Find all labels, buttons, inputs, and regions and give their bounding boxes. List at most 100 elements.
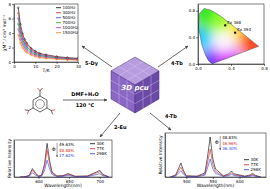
- series-line: [170, 159, 260, 177]
- plot-frame: [165, 133, 266, 177]
- x-axis: 0.00.40.8: [195, 64, 268, 71]
- axis-line: [15, 62, 79, 63]
- legend-swatch: [244, 164, 249, 165]
- cie-gamut: [187, 0, 268, 76]
- tick-label: 30: [76, 64, 82, 69]
- label: Ex 368: [227, 20, 241, 25]
- point: [17, 7, 19, 9]
- point: [39, 57, 41, 59]
- point: [22, 47, 24, 49]
- tick: 700: [96, 177, 104, 184]
- label: 48.88%: [59, 148, 74, 153]
- tick-mark: [196, 11, 198, 12]
- legend-swatch: [56, 12, 61, 13]
- point: [26, 50, 28, 52]
- label: Φ: [215, 139, 219, 145]
- chart: 0.00.40.80.00.40.8Ex 368Ex 394: [187, 0, 268, 76]
- point: [34, 56, 36, 58]
- label: 36.30%: [222, 146, 237, 151]
- legend-swatch: [244, 169, 249, 170]
- tick: 0.4: [228, 64, 235, 71]
- tick: 2: [8, 45, 14, 50]
- label: 120 °C: [76, 102, 95, 108]
- point: [17, 23, 19, 25]
- label: Ex 394: [237, 27, 251, 32]
- tick: 0.4: [189, 35, 198, 40]
- tick-label: 8: [8, 2, 11, 7]
- tick: 0: [8, 60, 14, 65]
- legend-swatch: [56, 27, 61, 28]
- series-line: [18, 35, 78, 60]
- chart: 500550600Wavelength(nm)Relative Intensit…: [158, 133, 267, 188]
- tick-mark: [12, 33, 14, 34]
- legend-swatch: [90, 153, 95, 154]
- tick-label: 0.8: [261, 66, 268, 71]
- label: 46.96%: [222, 141, 237, 146]
- legend-swatch: [90, 148, 95, 149]
- series-line: [18, 29, 78, 59]
- tick-mark: [196, 37, 198, 38]
- arrow: [158, 46, 188, 67]
- point: [224, 24, 226, 26]
- point: [56, 58, 58, 60]
- tick: 6: [8, 16, 14, 21]
- series-line: [18, 13, 78, 59]
- tick-mark: [12, 62, 14, 63]
- label: Relative Intensity: [7, 139, 12, 179]
- label: DMF+H₂O: [71, 91, 98, 97]
- tick-label: 500: [183, 179, 191, 184]
- tick-mark: [196, 64, 198, 65]
- legend-swatch: [56, 17, 61, 18]
- legend-swatch: [244, 159, 249, 160]
- framework-cube: [111, 57, 159, 113]
- label: 3D pcu: [121, 84, 148, 92]
- label: 49.63%: [59, 142, 74, 147]
- cie-locus: [199, 8, 259, 63]
- tick-label: 700: [96, 179, 104, 184]
- tick: 10: [33, 62, 39, 69]
- tick-mark: [12, 4, 14, 5]
- y-axis: 0.00.40.8: [189, 5, 199, 67]
- tick-label: 0: [8, 60, 11, 65]
- plot-area: [20, 143, 109, 177]
- plot-frame: [14, 4, 78, 62]
- arrow: [63, 100, 107, 101]
- axis-line: [14, 5, 15, 63]
- label: χM'' / cm³ mol⁻¹: [2, 15, 7, 51]
- y-axis: 0 2 4 6 8: [8, 2, 14, 65]
- tick-mark: [12, 48, 14, 49]
- tick: 600: [236, 177, 244, 184]
- tick-mark: [12, 19, 14, 20]
- label: 1500Hz: [63, 30, 78, 35]
- y-axis: [165, 134, 166, 178]
- point: [26, 46, 28, 48]
- tick: 0.0: [189, 62, 198, 67]
- arrow: [220, 136, 221, 150]
- tick: 600: [35, 177, 43, 184]
- series-line: [170, 149, 260, 177]
- series-line: [20, 160, 109, 177]
- label: 4-Tb: [165, 113, 177, 119]
- legend-swatch: [56, 32, 61, 33]
- point: [24, 48, 26, 50]
- label: T/K: [41, 68, 50, 73]
- label: 4-Tb: [171, 60, 183, 66]
- point: [24, 45, 26, 47]
- tick: 0.8: [261, 64, 268, 71]
- legend: 100Hz300Hz500Hz700Hz1000Hz1500Hz: [56, 5, 78, 35]
- point: [24, 50, 26, 52]
- axis-line: [198, 5, 199, 65]
- point: [22, 44, 24, 46]
- point: [17, 34, 19, 36]
- point: [30, 54, 32, 56]
- tick: 0: [13, 62, 16, 69]
- axis-line: [14, 141, 15, 178]
- plot-area: [17, 7, 78, 61]
- tick-label: 4: [8, 31, 11, 36]
- label: 298K: [251, 167, 262, 172]
- arrow: [82, 46, 112, 67]
- legend: 30K77K298K: [90, 141, 107, 156]
- label: Wavelength(nm): [44, 183, 82, 188]
- y-axis: [14, 141, 15, 178]
- chart: 010203002468T/KχM'' / cm³ mol⁻¹100Hz300H…: [2, 2, 81, 73]
